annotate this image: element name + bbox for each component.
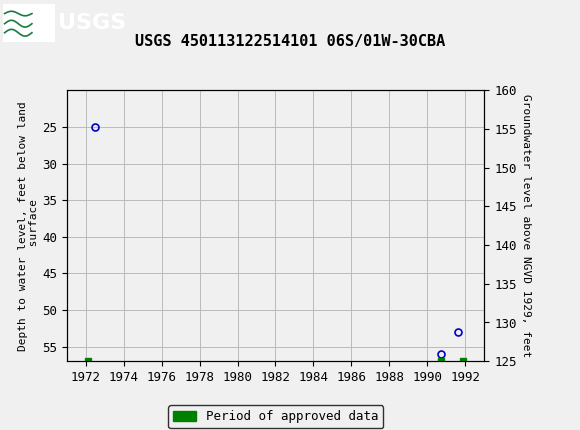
- FancyBboxPatch shape: [3, 3, 55, 42]
- Y-axis label: Depth to water level, feet below land
 surface: Depth to water level, feet below land su…: [17, 101, 39, 350]
- Legend: Period of approved data: Period of approved data: [168, 405, 383, 428]
- Text: USGS 450113122514101 06S/01W-30CBA: USGS 450113122514101 06S/01W-30CBA: [135, 34, 445, 49]
- Text: USGS: USGS: [58, 12, 126, 33]
- Y-axis label: Groundwater level above NGVD 1929, feet: Groundwater level above NGVD 1929, feet: [521, 94, 531, 357]
